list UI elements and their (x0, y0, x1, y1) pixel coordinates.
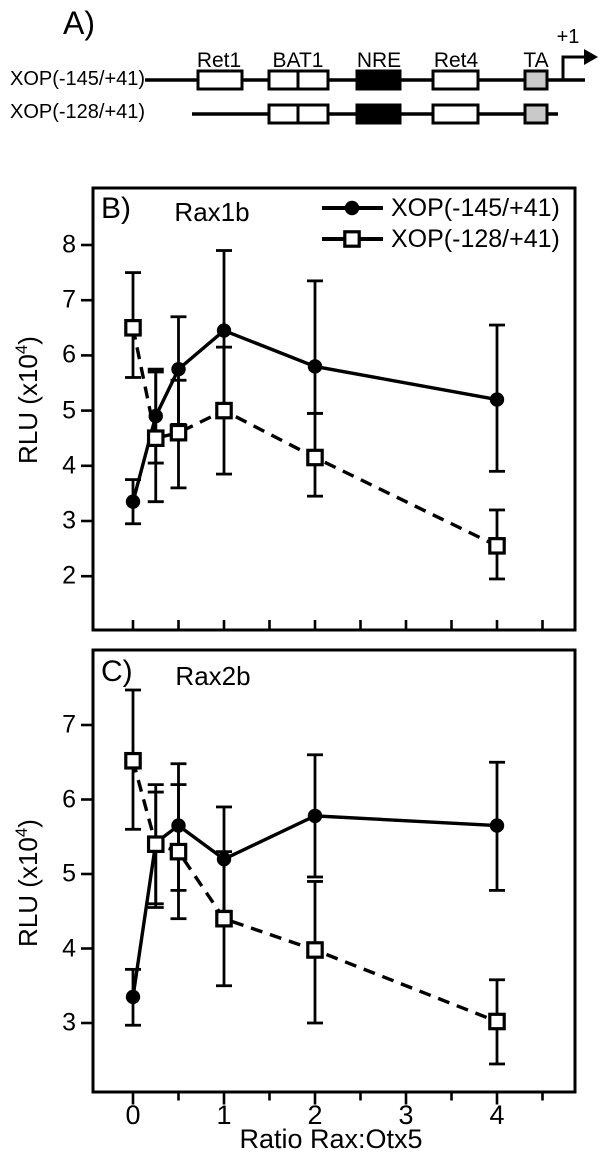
data-point-square (306, 448, 324, 467)
panel-b-label: B) (101, 192, 131, 225)
y-tick-label: 4 (62, 934, 76, 962)
data-point-circle (307, 359, 323, 374)
motif-label-nre: NRE (356, 49, 402, 72)
y-tick-label: 7 (62, 285, 76, 314)
y-axis-label-c: RLU (x104) (12, 819, 44, 947)
construct-label-145: XOP(-145/+41) (10, 68, 146, 90)
y-tick-label: 4 (62, 451, 76, 480)
panel-c-title: Rax2b (175, 661, 251, 691)
series-line (131, 814, 498, 998)
data-point-square (169, 423, 188, 442)
data-point-circle (125, 989, 141, 1005)
y-tick-label: 5 (62, 859, 76, 888)
data-point-square (124, 751, 142, 770)
series-128 (124, 688, 506, 1066)
x-tick-label: 3 (398, 1100, 414, 1130)
motif-label-ret1: Ret1 (196, 49, 242, 72)
ret1-box (196, 69, 244, 91)
y-tick-label: 3 (62, 506, 76, 535)
nre-box (355, 69, 402, 91)
ret4-box-2 (431, 103, 480, 125)
y-axis-label-c-base: RLU (x10 (12, 837, 43, 947)
series-line (131, 760, 498, 1024)
tss-plus1-label: +1 (556, 26, 580, 48)
motif-label-ret4: Ret4 (433, 49, 479, 72)
data-point-square (215, 401, 233, 420)
x-tick-label: 4 (489, 1100, 505, 1130)
data-point-square (124, 319, 142, 337)
plot-frame (91, 648, 577, 1094)
data-point-square (215, 909, 233, 928)
data-point-circle (489, 392, 505, 407)
data-point-square (488, 1012, 506, 1031)
panel-a-label: A) (63, 5, 95, 41)
data-point-circle (171, 362, 186, 377)
y-axis-label-b-close: ) (12, 336, 43, 345)
construct-label-128: XOP(-128/+41) (10, 101, 146, 123)
x-tick-label: 0 (125, 1100, 141, 1130)
y-axis-label-c-sup: 4 (12, 827, 32, 838)
construct-diagram (145, 49, 598, 125)
data-point-square (146, 835, 165, 853)
nre-box-2 (355, 103, 402, 125)
ta-box-2 (523, 103, 549, 125)
y-axis-label-b-sup: 4 (12, 344, 32, 355)
data-point-circle (125, 494, 141, 509)
data-point-square (488, 537, 506, 555)
y-tick-label: 6 (62, 785, 76, 813)
motif-label-ta: TA (523, 49, 549, 72)
y-tick-label: 7 (62, 710, 76, 739)
x-tick-label: 1 (216, 1100, 232, 1130)
x-tick-label: 2 (307, 1100, 323, 1130)
x-axis-label: Ratio Rax:Otx5 (239, 1124, 423, 1153)
legend-entry-145: XOP(-145/+41) (391, 194, 560, 222)
data-point-circle (344, 200, 360, 216)
y-tick-label: 6 (62, 340, 76, 369)
panel-b-plot (81, 186, 577, 632)
data-point-square (343, 230, 361, 248)
panel-c-label: C) (101, 655, 133, 688)
tss-arrow-head (584, 49, 598, 65)
panel-c-plot (81, 648, 577, 1105)
data-point-circle (216, 323, 232, 338)
data-point-square (169, 842, 188, 861)
y-tick-label: 5 (62, 396, 76, 425)
legend-markers (322, 200, 383, 248)
motif-label-bat1: BAT1 (272, 49, 324, 72)
data-point-square (146, 429, 165, 447)
series-line (131, 327, 498, 548)
tss-arrow-shaft (561, 55, 586, 80)
data-point-circle (307, 808, 323, 824)
legend-entry-128: XOP(-128/+41) (391, 225, 560, 253)
plot-frame (91, 186, 577, 632)
y-tick-label: 8 (62, 230, 76, 259)
panel-b-title: Rax1b (174, 197, 250, 227)
y-tick-label: 3 (62, 1008, 76, 1037)
data-point-circle (489, 818, 505, 833)
series-128 (124, 271, 506, 581)
y-axis-label-c-close: ) (12, 819, 43, 828)
data-point-square (306, 941, 324, 959)
y-axis-label-b: RLU (x104) (12, 336, 44, 464)
y-axis-label-b-base: RLU (x10 (12, 354, 43, 464)
ta-box (523, 69, 549, 91)
y-tick-label: 2 (62, 561, 76, 590)
ret4-box (431, 69, 480, 91)
